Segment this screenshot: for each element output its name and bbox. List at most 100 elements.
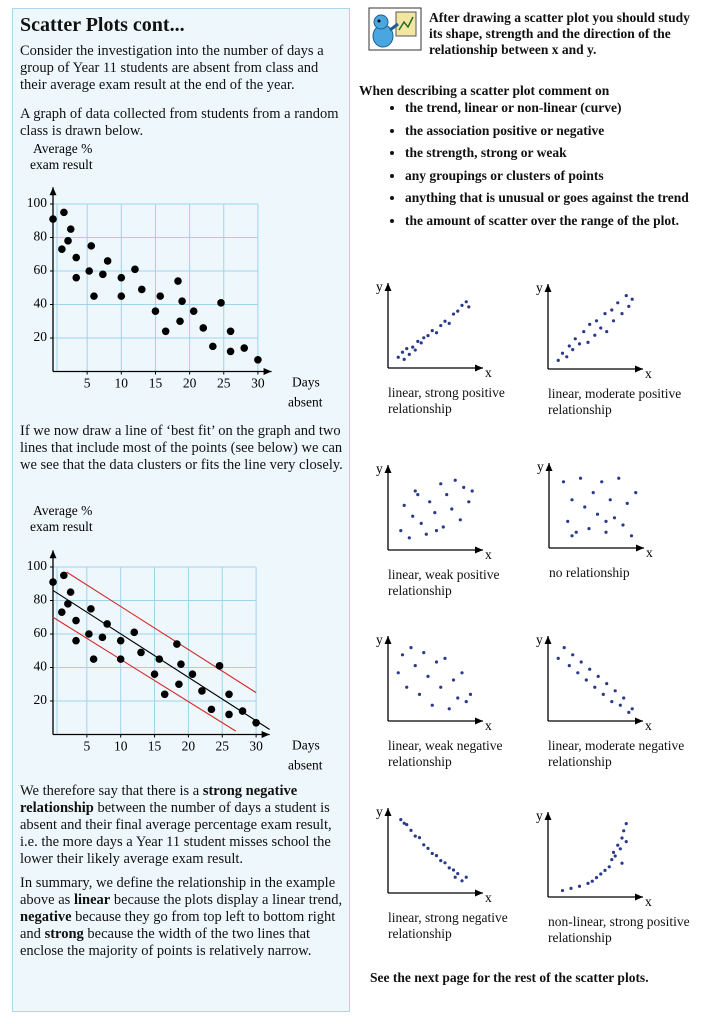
data-point [584,678,588,682]
axis-arrow [49,550,57,559]
data-point [413,348,417,352]
data-point [462,485,466,489]
data-point [189,307,198,316]
axis-letter: y [537,459,544,474]
data-point [447,321,451,325]
data-point [456,696,460,700]
data-point [451,312,456,316]
data-point [434,660,439,664]
data-point [160,690,169,699]
axis-arrow [635,893,643,901]
y-tick-label: 60 [34,262,48,277]
data-point [458,518,462,522]
y-tick-label: 100 [27,558,48,573]
axis-arrow [635,717,643,725]
axis-letter: x [645,894,652,909]
data-point [560,351,565,355]
axis-letter: x [485,718,492,733]
page-title: Scatter Plots cont... [20,14,185,36]
data-point [131,265,139,274]
data-point [599,872,603,876]
data-point [577,342,582,346]
data-point [562,646,566,650]
data-point [443,656,447,661]
data-point [611,319,616,323]
data-point [460,671,464,675]
axis-arrow [544,812,552,820]
data-point [556,358,560,362]
data-point [99,270,107,279]
data-point [225,710,233,719]
data-point [566,519,570,524]
data-point [400,350,405,354]
data-point [424,532,428,536]
data-point [620,836,624,840]
data-point [624,840,628,844]
x-tick-label: 30 [251,376,265,391]
data-point [610,858,614,862]
data-point [456,309,460,313]
prompt: When describing a scatter plot comment o… [359,83,610,98]
y-tick-label: 20 [34,692,48,707]
data-point [177,660,185,668]
data-point [176,317,184,326]
data-point [613,689,617,693]
fit-line [52,616,237,732]
data-point [417,836,422,840]
footer-note: See the next page for the rest of the sc… [370,970,649,985]
data-point [117,292,126,300]
data-point [103,620,111,628]
axis-letter: x [646,545,653,560]
data-point [569,886,573,891]
data-point [419,521,423,526]
data-point [409,828,413,833]
axis-letter: x [485,890,492,905]
data-point [443,319,447,323]
data-point [430,851,434,856]
data-point [98,633,107,642]
x-tick-label: 5 [84,376,91,391]
y-axis-label: Average % [33,503,92,518]
data-point [405,823,409,827]
data-point [72,636,80,645]
data-point [254,355,262,364]
data-point [470,489,474,493]
plot-caption: linear, moderate positive relationship [548,386,682,417]
x-tick-label: 20 [182,739,196,754]
x-tick-label: 25 [217,376,231,391]
x-axis-label: Days [292,375,320,390]
data-point [464,700,468,704]
x-tick-label: 20 [183,376,197,391]
data-point [411,345,415,349]
data-point [116,655,125,663]
x-tick-label: 10 [115,376,129,391]
bullet: any groupings or clusters of points [405,168,710,184]
axis-arrow [475,364,483,372]
data-point [178,297,186,305]
data-point [207,705,216,714]
data-point [433,510,437,515]
intro-text: Consider the investigation into the numb… [20,43,324,93]
y-tick-label: 100 [27,195,48,210]
data-point [603,312,607,316]
data-point [64,237,72,245]
data-point [150,670,159,678]
data-point [49,578,57,586]
x-axis-label: absent [288,758,323,773]
bullet-list: the trend, linear or non-linear (curve) … [383,100,710,235]
data-point [607,865,611,869]
data-point [629,534,634,538]
axis-arrow [384,283,392,291]
axis-arrow [475,546,483,554]
x-tick-label: 30 [249,739,263,754]
axis-letter: x [645,718,652,733]
text-run: We therefore say that there is a [20,783,203,799]
data-point [60,571,68,580]
data-point [577,884,582,888]
graph-note: A graph of data collected from students … [20,106,339,139]
plot-caption: linear, moderate negative relationship [548,738,685,769]
data-point [622,696,626,700]
data-point [396,355,400,359]
axis-letter: y [536,632,543,647]
data-point [434,331,439,335]
